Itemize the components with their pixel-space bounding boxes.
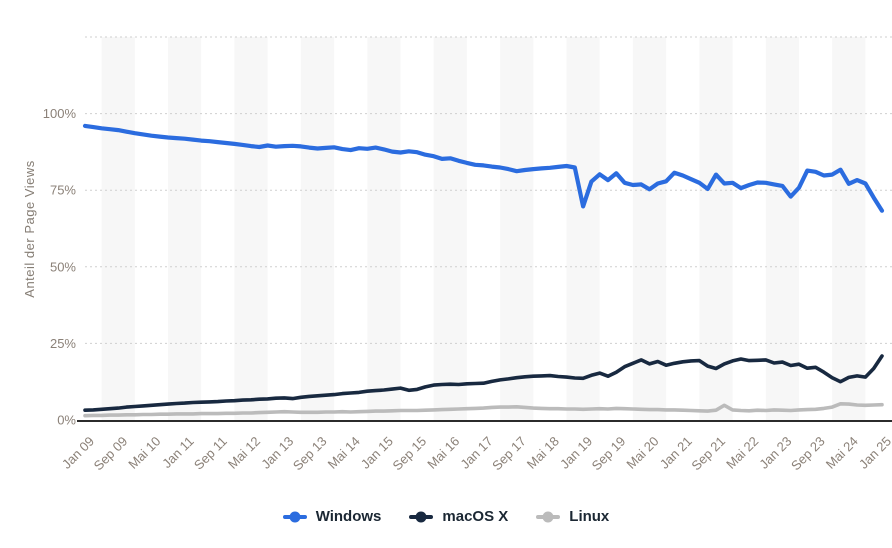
background-stripe [500,37,534,420]
y-tick-label-50: 50% [50,259,76,274]
y-tick-label-25: 25% [50,336,76,351]
x-tick-label-mai-20: Mai 20 [623,434,661,472]
series-line-macos-x[interactable] [83,354,884,413]
x-tick-label-jan-21: Jan 21 [657,434,695,472]
legend-label-linux: Linux [569,508,610,525]
chart-legend: Windows macOS X Linux [0,508,892,525]
legend-marker-macos-x [409,511,434,522]
legend-marker-dot [415,511,427,522]
legend-item-macos-x[interactable]: macOS X [409,508,508,525]
x-tick-label-sep-09: Sep 09 [91,434,131,474]
x-tick-label-jan-11: Jan 11 [159,434,197,472]
background-stripe [234,37,268,420]
x-tick-label-sep-11: Sep 11 [191,434,230,473]
x-tick-label-mai-16: Mai 16 [424,434,462,472]
y-axis-title: Anteil der Page Views [22,160,37,297]
y-tick-label-75: 75% [50,183,76,198]
x-tick-label-sep-19: Sep 19 [589,434,629,474]
x-tick-label-sep-21: Sep 21 [688,434,728,474]
legend-item-linux[interactable]: Linux [536,508,609,525]
x-tick-label-jan-19: Jan 19 [557,434,595,472]
x-tick-label-sep-17: Sep 17 [489,434,529,474]
x-tick-label-mai-14: Mai 14 [325,434,363,472]
x-tick-label-sep-23: Sep 23 [788,434,828,474]
legend-marker-linux [536,511,561,522]
series-line-windows[interactable] [82,123,885,213]
x-tick-label-mai-22: Mai 22 [723,434,761,472]
x-tick-label-sep-15: Sep 15 [389,434,429,474]
background-stripe [433,37,467,420]
legend-label-windows: Windows [315,508,382,525]
x-tick-label-jan-23: Jan 23 [756,434,794,472]
background-stripe [765,37,799,420]
legend-marker-dot [542,511,554,522]
background-stripe [101,37,135,420]
x-tick-label-sep-13: Sep 13 [290,434,330,474]
background-stripe [300,37,335,420]
x-tick-label-jan-17: Jan 17 [457,434,495,472]
background-stripe [832,37,866,420]
legend-item-windows[interactable]: Windows [282,508,382,525]
background-stripe [367,37,401,420]
x-tick-label-jan-15: Jan 15 [358,434,396,472]
series-line-linux[interactable] [83,401,884,418]
x-tick-label-jan-13: Jan 13 [258,434,296,472]
legend-marker-windows [282,511,307,522]
background-stripe [699,37,733,420]
x-tick-label-mai-10: Mai 10 [125,434,163,472]
x-tick-label-jan-25: Jan 25 [856,434,892,472]
y-tick-label-0: 0% [57,413,76,428]
x-tick-label-jan-09: Jan 09 [59,434,97,472]
x-tick-label-mai-24: Mai 24 [823,434,861,472]
y-tick-label-100: 100% [43,106,77,121]
background-stripe [566,37,600,420]
legend-label-macos-x: macOS X [442,508,509,525]
legend-marker-dot [289,511,301,522]
x-tick-label-mai-18: Mai 18 [524,434,562,472]
x-tick-label-mai-12: Mai 12 [225,434,263,472]
background-stripe [168,37,202,420]
background-stripe [632,37,667,420]
